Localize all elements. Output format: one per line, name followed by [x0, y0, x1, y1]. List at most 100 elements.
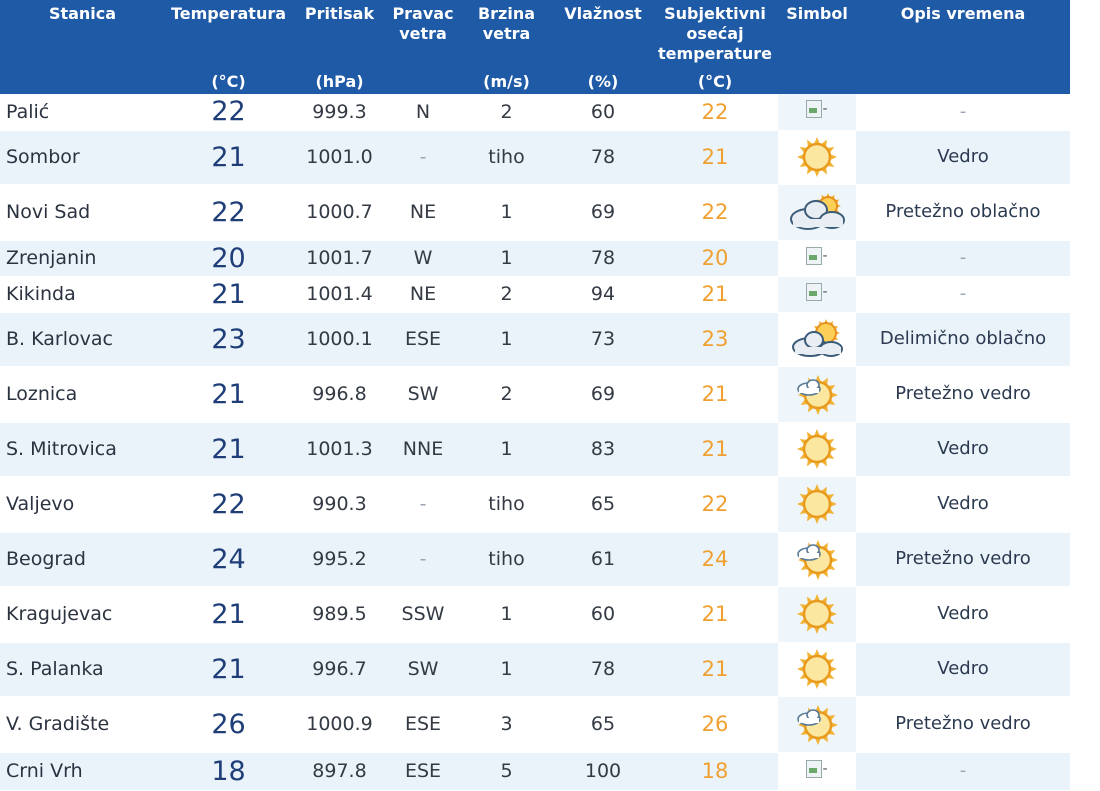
humidity-cell: 69 — [554, 366, 652, 423]
broken-image-alt-text: - — [822, 760, 828, 777]
table-row: Sombor 21 1001.0- tiho 78 21 Vedro — [0, 130, 1070, 185]
sun-icon — [780, 592, 854, 636]
feels-like-cell: 21 — [652, 642, 778, 697]
pressure-cell: 1000.7 — [292, 184, 387, 241]
wind-speed-cell: 2 — [459, 366, 554, 423]
description-cell: Pretežno vedro — [856, 532, 1070, 587]
temperature-cell: 22 — [165, 184, 292, 241]
station-cell: Crni Vrh — [0, 752, 165, 791]
feels-like-cell: 21 — [652, 130, 778, 185]
pressure-cell: 1000.1 — [292, 312, 387, 367]
wind-direction-cell: NE — [387, 276, 459, 313]
temperature-cell: 24 — [165, 532, 292, 587]
temperature-cell: 21 — [165, 366, 292, 423]
feels-like-cell: 22 — [652, 94, 778, 131]
station-cell: S. Mitrovica — [0, 422, 165, 477]
description-cell: Pretežno vedro — [856, 696, 1070, 753]
pressure-cell: 1000.9 — [292, 696, 387, 753]
table-row: B. Karlovac 23 1000.1 ESE 1 73 23 Delimično ob… — [0, 312, 1070, 367]
humidity-cell: 100 — [554, 752, 652, 791]
wind-direction-cell: - — [387, 476, 459, 533]
pressure-cell: 1001.0 — [292, 130, 387, 185]
station-cell: Beograd — [0, 532, 165, 587]
sun-small-cloud-icon — [780, 371, 854, 417]
wind-speed-cell: 3 — [459, 696, 554, 753]
wind-speed-cell: 1 — [459, 312, 554, 367]
humidity-cell: 73 — [554, 312, 652, 367]
temperature-cell: 23 — [165, 312, 292, 367]
header-pressure: Pritisak (hPa) — [292, 0, 387, 94]
station-cell: Kragujevac — [0, 586, 165, 643]
pressure-cell: 990.3 — [292, 476, 387, 533]
feels-like-cell: 21 — [652, 586, 778, 643]
feels-like-cell: 18 — [652, 752, 778, 791]
temperature-cell: 20 — [165, 240, 292, 277]
wind-direction-cell: ESE — [387, 752, 459, 791]
station-cell: Novi Sad — [0, 184, 165, 241]
symbol-cell: - — [778, 94, 856, 131]
partly-cloudy-icon — [780, 317, 854, 361]
symbol-cell — [778, 184, 856, 241]
description-cell: - — [856, 276, 1070, 313]
symbol-cell: - — [778, 240, 856, 277]
wind-speed-cell: tiho — [459, 532, 554, 587]
symbol-cell — [778, 642, 856, 697]
pressure-cell: 996.8 — [292, 366, 387, 423]
temperature-cell: 22 — [165, 94, 292, 131]
feels-like-cell: 23 — [652, 312, 778, 367]
feels-like-cell: 21 — [652, 276, 778, 313]
table-row: S. Mitrovica 21 1001.3 NNE 1 83 21 Vedro — [0, 422, 1070, 477]
pressure-cell: 999.3 — [292, 94, 387, 131]
humidity-cell: 65 — [554, 476, 652, 533]
broken-image-icon: - — [806, 759, 828, 778]
station-cell: Zrenjanin — [0, 240, 165, 277]
symbol-cell — [778, 312, 856, 367]
wind-direction-cell: ESE — [387, 696, 459, 753]
broken-image-icon: - — [806, 246, 828, 265]
pressure-cell: 996.7 — [292, 642, 387, 697]
table-row: Beograd 24 995.2- tiho 61 24 Pretežno vedro — [0, 532, 1070, 587]
table-row: S. Palanka 21 996.7 SW 1 78 21 Vedro — [0, 642, 1070, 697]
description-cell: Pretežno vedro — [856, 366, 1070, 423]
mostly-cloudy-icon — [780, 190, 854, 234]
header-feels-like: Subjektivni osećaj temperature (°C) — [652, 0, 778, 94]
sun-small-cloud-icon — [780, 536, 854, 582]
header-wind-speed-unit: (m/s) — [483, 72, 530, 91]
description-cell: - — [856, 94, 1070, 131]
description-cell: Vedro — [856, 586, 1070, 643]
feels-like-cell: 21 — [652, 366, 778, 423]
humidity-cell: 94 — [554, 276, 652, 313]
symbol-cell: - — [778, 276, 856, 313]
wind-direction-cell: SSW — [387, 586, 459, 643]
humidity-cell: 78 — [554, 130, 652, 185]
feels-like-cell: 26 — [652, 696, 778, 753]
weather-table-container: Stanica Temperatura (°C) Pritisak (hPa) Pr… — [0, 0, 1070, 791]
humidity-cell: 78 — [554, 240, 652, 277]
header-feels-like-unit: (°C) — [697, 72, 733, 91]
station-cell: Sombor — [0, 130, 165, 185]
humidity-cell: 61 — [554, 532, 652, 587]
symbol-cell — [778, 476, 856, 533]
wind-direction-cell: ESE — [387, 312, 459, 367]
symbol-cell: - — [778, 752, 856, 791]
humidity-cell: 60 — [554, 586, 652, 643]
description-cell: Vedro — [856, 422, 1070, 477]
wind-direction-cell: N — [387, 94, 459, 131]
symbol-cell — [778, 366, 856, 423]
table-row: Kragujevac 21 989.5 SSW 1 60 21 Vedro — [0, 586, 1070, 643]
pressure-cell: 989.5 — [292, 586, 387, 643]
feels-like-cell: 22 — [652, 184, 778, 241]
weather-table: Stanica Temperatura (°C) Pritisak (hPa) Pr… — [0, 0, 1070, 791]
station-cell: V. Gradište — [0, 696, 165, 753]
table-row: Crni Vrh 18 897.8 ESE 5 100 18- - — [0, 752, 1070, 791]
header-temperature: Temperatura (°C) — [165, 0, 292, 94]
station-cell: Kikinda — [0, 276, 165, 313]
pressure-cell: 1001.4 — [292, 276, 387, 313]
header-wind-direction: Pravac vetra — [387, 0, 459, 94]
temperature-cell: 26 — [165, 696, 292, 753]
humidity-cell: 83 — [554, 422, 652, 477]
sun-icon — [780, 647, 854, 691]
wind-direction-cell: SW — [387, 366, 459, 423]
humidity-cell: 60 — [554, 94, 652, 131]
sun-icon — [780, 427, 854, 471]
